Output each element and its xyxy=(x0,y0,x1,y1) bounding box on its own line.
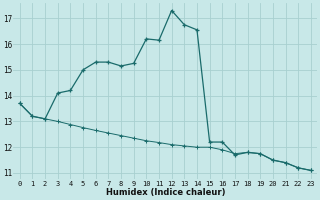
X-axis label: Humidex (Indice chaleur): Humidex (Indice chaleur) xyxy=(106,188,225,197)
